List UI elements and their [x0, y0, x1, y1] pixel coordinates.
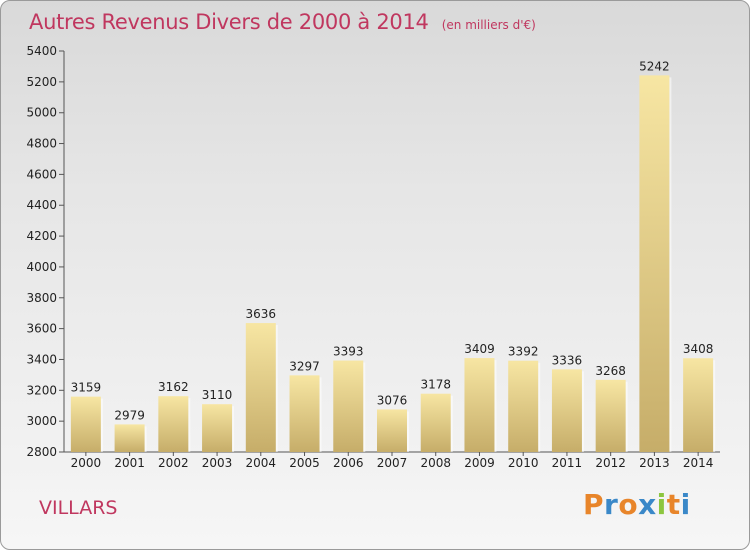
logo-letter: x — [638, 488, 657, 521]
bar — [683, 358, 714, 452]
bar — [114, 424, 145, 452]
y-tick-label: 3000 — [26, 414, 57, 428]
value-label: 3178 — [420, 378, 451, 392]
bar — [464, 358, 495, 452]
y-tick-label: 5000 — [26, 106, 57, 120]
logo-letter: o — [618, 488, 639, 521]
chart-title-block: Autres Revenus Divers de 2000 à 2014 (en… — [29, 10, 536, 34]
x-tick-label: 2001 — [114, 456, 145, 470]
value-label: 2979 — [114, 408, 145, 422]
x-tick-label: 2013 — [639, 456, 670, 470]
bar — [595, 379, 626, 452]
logo-letter: i — [680, 488, 691, 521]
bar — [70, 396, 101, 452]
bar — [420, 393, 451, 452]
x-tick-label: 2010 — [508, 456, 539, 470]
bar — [202, 404, 233, 452]
value-label: 3159 — [71, 381, 102, 395]
y-tick-label: 4000 — [26, 260, 57, 274]
bar — [551, 369, 582, 452]
y-tick-label: 5400 — [26, 44, 57, 58]
y-tick-label: 4600 — [26, 167, 57, 181]
y-tick-label: 4200 — [26, 229, 57, 243]
y-tick-label: 2800 — [26, 445, 57, 459]
x-tick-label: 2005 — [289, 456, 320, 470]
value-label: 3162 — [158, 380, 189, 394]
x-tick-label: 2011 — [552, 456, 583, 470]
y-tick-label: 4800 — [26, 137, 57, 151]
bar — [508, 360, 539, 452]
x-tick-label: 2003 — [202, 456, 233, 470]
value-label: 3408 — [683, 342, 714, 356]
x-tick-label: 2002 — [158, 456, 189, 470]
value-label: 3076 — [377, 393, 408, 407]
value-label: 3297 — [289, 359, 320, 373]
x-tick-label: 2009 — [464, 456, 495, 470]
value-label: 5242 — [639, 59, 670, 73]
y-tick-label: 5200 — [26, 75, 57, 89]
logo-letter: P — [583, 488, 605, 521]
value-label: 3336 — [552, 353, 583, 367]
x-tick-label: 2007 — [377, 456, 408, 470]
x-tick-label: 2000 — [71, 456, 102, 470]
logo-letter: r — [604, 488, 619, 521]
x-tick-label: 2014 — [683, 456, 714, 470]
logo-letter: i — [656, 488, 667, 521]
x-tick-label: 2004 — [246, 456, 277, 470]
bar — [289, 375, 320, 452]
y-tick-label: 3400 — [26, 352, 57, 366]
y-tick-label: 3600 — [26, 322, 57, 336]
x-tick-label: 2012 — [595, 456, 626, 470]
value-label: 3409 — [464, 342, 495, 356]
y-tick-label: 3200 — [26, 383, 57, 397]
chart-title: Autres Revenus Divers de 2000 à 2014 — [29, 10, 429, 34]
x-tick-label: 2006 — [333, 456, 364, 470]
value-label: 3268 — [595, 364, 626, 378]
logo-letter: t — [666, 488, 681, 521]
bar — [158, 396, 189, 452]
value-label: 3636 — [246, 307, 277, 321]
y-tick-label: 4400 — [26, 198, 57, 212]
bar — [245, 323, 276, 452]
chart-unit: (en milliers d'€) — [441, 18, 536, 32]
y-tick-label: 3800 — [26, 291, 57, 305]
value-label: 3393 — [333, 345, 364, 359]
bar — [333, 360, 364, 452]
value-label: 3110 — [202, 388, 233, 402]
bar — [639, 75, 670, 452]
proxiti-logo: Proxiti — [583, 488, 691, 521]
location-label: VILLARS — [39, 497, 118, 519]
bar — [377, 409, 407, 452]
x-tick-label: 2008 — [420, 456, 451, 470]
value-label: 3392 — [508, 345, 539, 359]
